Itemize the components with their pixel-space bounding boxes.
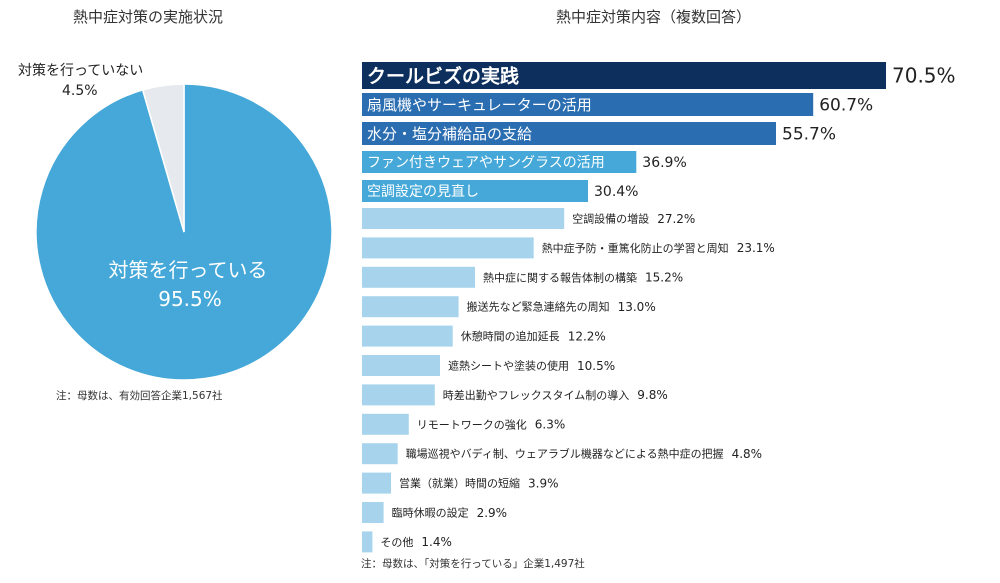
bar-chart-title: 熱中症対策内容（複数回答） [556,8,752,26]
bar-category-label: 空調設備の増設 [572,212,649,226]
bar-value-label: 55.7% [782,125,836,145]
bar-category-label: 営業（就業）時間の短縮 [399,476,520,490]
bar-category-label: 臨時休暇の設定 [392,506,469,520]
pie-chart-title: 熱中症対策の実施状況 [73,8,224,26]
bar-category-label: 扇風機やサーキュレーターの活用 [367,96,592,114]
bar-value-label: 27.2% [657,212,695,226]
bar-category-label: 熱中症に関する報告体制の構築 [483,270,637,284]
bar-category-label: 遮熱シートや塗装の使用 [448,359,569,373]
bar-category-label: 空調設定の見直し [367,183,479,200]
pie-slice [141,83,185,233]
bar-value-label: 70.5% [892,64,956,88]
pie-slice-label: 対策を行っていない [18,62,143,79]
pie-slice-value: 4.5% [62,83,98,99]
bar-value-label: 23.1% [737,241,775,255]
bar-value-label: 1.4% [421,535,452,549]
bar-value-label: 3.9% [528,476,559,490]
bar [362,296,459,318]
bar [362,180,588,202]
bar-value-label: 6.3% [535,418,566,432]
bar-category-label: 熱中症予防・重篤化防止の学習と周知 [542,241,729,255]
bar [362,93,814,116]
bar-value-label: 2.9% [477,506,508,520]
bar [362,502,384,523]
bar-value-label: 36.9% [642,155,686,171]
bar [362,62,886,89]
bar-category-label: クールビズの実践 [367,64,519,87]
bar-category-label: リモートワークの強化 [417,417,527,431]
bar-value-label: 15.2% [645,271,683,285]
bar-category-label: 時差出勤やフレックスタイム制の導入 [443,388,629,402]
bar-value-label: 60.7% [819,96,873,116]
bar-value-label: 9.8% [637,388,668,402]
bar [362,384,435,406]
bar-category-label: 水分・塩分補給品の支給 [367,125,532,143]
bar [362,208,565,229]
pie-slice-label: 対策を行っている [109,258,268,282]
bar-value-label: 12.2% [568,329,606,343]
bar [362,443,398,465]
bar [362,237,534,259]
bar [362,122,776,145]
bar [362,266,475,288]
bar [362,325,453,347]
bar-category-label: ファン付きウェアやサングラスの活用 [367,155,605,171]
pie-chart-note: 注：母数は、有効回答企業1,567社 [56,390,223,402]
bar [362,531,373,553]
bar-category-label: 職場巡視やバディ制、ウェアラブル機器などによる熱中症の把握 [406,447,724,461]
bar [362,472,391,494]
bar-value-label: 30.4% [594,184,638,200]
bar-value-label: 4.8% [732,447,763,461]
bar-value-label: 10.5% [577,359,615,373]
bar-value-label: 13.0% [618,300,656,314]
bar-category-label: 搬送先など緊急連絡先の周知 [467,300,610,314]
pie-slice-value: 95.5% [158,287,222,311]
bar [362,151,637,173]
bar-category-label: 休憩時間の追加延長 [461,329,560,343]
bar-category-label: その他 [380,536,413,549]
bar [362,413,409,435]
bar-chart-note: 注：母数は、「対策を行っている」企業1,497社 [361,558,585,570]
bar [362,355,440,376]
